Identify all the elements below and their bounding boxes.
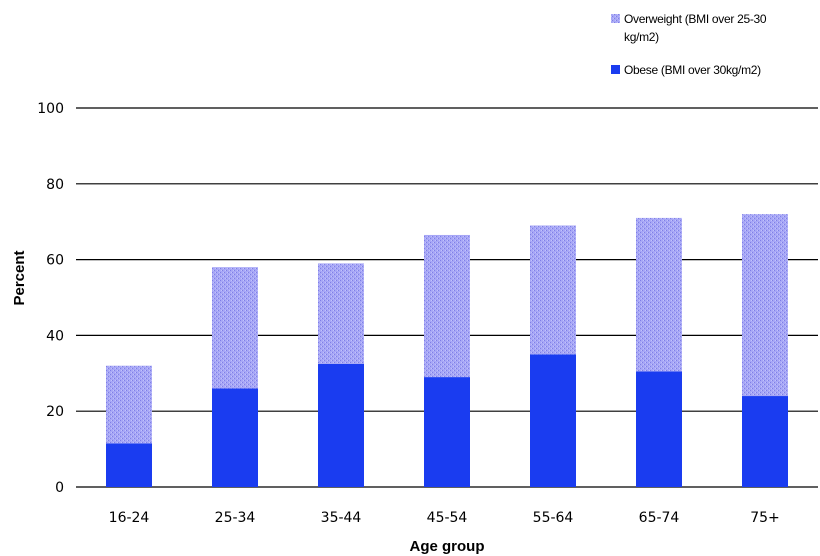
bar-overweight: [530, 225, 576, 355]
bar-overweight: [742, 214, 788, 397]
bars: [106, 214, 788, 487]
x-tick-label: 65-74: [639, 510, 680, 526]
y-tick-label: 0: [55, 480, 64, 496]
x-tick-label: 16-24: [109, 510, 150, 526]
legend-label-overweight: Overweight (BMI over 25-30 kg/m2): [624, 12, 767, 44]
bar-obese: [106, 443, 152, 487]
y-tick-label: 60: [46, 253, 64, 269]
x-tick-label: 45-54: [427, 510, 468, 526]
x-axis-title: Age group: [410, 538, 485, 555]
legend: Overweight (BMI over 25-30 kg/m2) Obese (B…: [611, 12, 767, 77]
bar-obese: [530, 354, 576, 487]
x-axis-tick-labels: 16-24 25-34 35-44 45-54 55-64 65-74 75+: [109, 510, 780, 526]
bar-obese: [424, 377, 470, 487]
bar-obese: [742, 396, 788, 487]
bar-overweight: [212, 267, 258, 389]
y-axis-tick-labels: 0 20 40 60 80 100: [37, 101, 64, 496]
bar-obese: [318, 363, 364, 487]
x-tick-label: 75+: [750, 510, 780, 526]
x-tick-label: 25-34: [215, 510, 256, 526]
y-tick-label: 40: [46, 328, 64, 344]
legend-swatch-overweight: [611, 14, 620, 23]
bar-overweight: [318, 263, 364, 364]
bar-overweight: [636, 217, 682, 372]
bar-overweight: [424, 234, 470, 378]
y-tick-label: 100: [37, 101, 64, 117]
x-tick-label: 55-64: [533, 510, 574, 526]
y-tick-label: 20: [46, 404, 64, 420]
legend-swatch-obese: [611, 65, 620, 74]
y-tick-label: 80: [46, 177, 64, 193]
y-axis-title: Percent: [11, 250, 28, 305]
bar-obese: [212, 388, 258, 487]
legend-label-obese: Obese (BMI over 30kg/m2): [624, 63, 761, 77]
x-tick-label: 35-44: [321, 510, 362, 526]
bar-overweight: [106, 365, 152, 444]
bar-obese: [636, 371, 682, 487]
